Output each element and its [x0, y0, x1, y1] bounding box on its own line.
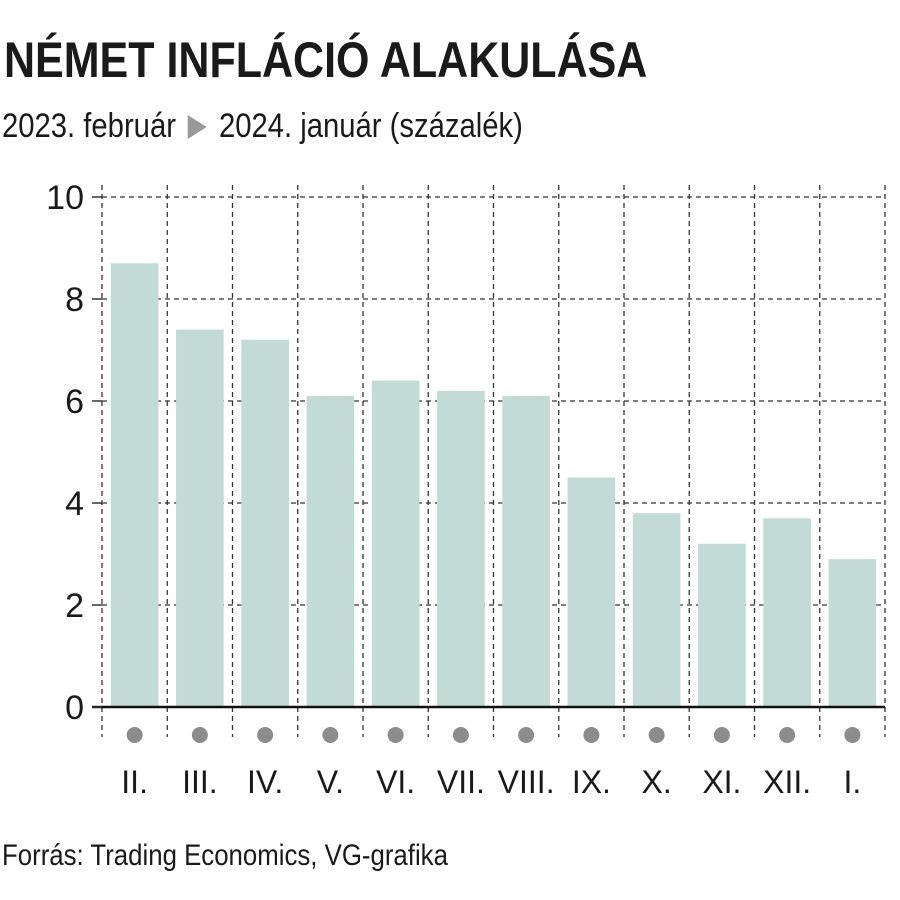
category-marker-dot [844, 727, 861, 743]
category-marker-dot [648, 727, 665, 743]
bar-9 [632, 513, 681, 707]
x-tick-label: IX. [572, 764, 611, 800]
category-marker-dot [387, 727, 404, 743]
bar-7 [502, 395, 550, 707]
y-tick-label: 6 [65, 383, 84, 421]
y-tick-label: 8 [65, 281, 84, 319]
x-tick-label: IV. [247, 764, 283, 800]
x-axis-labels: II. III. IV. V. VI. VII. VIII. IX. X. XI. XII. I. [121, 764, 861, 800]
bar-5 [371, 380, 420, 707]
bar-6 [437, 390, 485, 707]
category-marker-dot [452, 727, 469, 743]
category-marker-dot [713, 727, 730, 743]
x-tick-label: VII. [437, 764, 485, 800]
subtitle-start: 2023. február [2, 107, 176, 145]
source-note: Forrás: Trading Economics, VG-grafika [2, 839, 448, 872]
subtitle-end: 2024. január (százalék) [218, 107, 523, 145]
y-axis-ticks: 0 2 4 6 8 10 [46, 179, 102, 727]
bar-4 [306, 395, 355, 707]
category-marker-dot [583, 727, 600, 743]
bar-10 [698, 543, 746, 707]
bar-1 [110, 263, 159, 707]
category-marker-dot [518, 727, 535, 743]
y-tick-label: 2 [65, 587, 84, 625]
category-marker-dot [322, 727, 339, 743]
bar-12 [828, 559, 877, 707]
x-tick-label: VIII. [498, 764, 555, 800]
bar-3 [241, 339, 289, 707]
category-marker-dot [779, 727, 796, 743]
bar-11 [763, 518, 811, 707]
x-tick-label: X. [642, 764, 672, 800]
x-tick-label: V. [317, 764, 344, 800]
x-tick-label: XI. [702, 764, 741, 800]
y-tick-label: 4 [65, 485, 84, 523]
chart-title: NÉMET INFLÁCIÓ ALAKULÁSA [4, 32, 648, 88]
bars [110, 263, 877, 707]
bar-8 [567, 477, 616, 707]
arrow-right-icon [187, 115, 207, 139]
category-markers [126, 727, 861, 743]
y-tick-label: 10 [46, 179, 84, 217]
category-marker-dot [257, 727, 274, 743]
bar-2 [176, 329, 224, 707]
chart-subtitle: 2023. február 2024. január (százalék) [2, 104, 523, 148]
x-tick-label: II. [121, 764, 148, 800]
y-tick-label: 0 [65, 689, 84, 727]
x-tick-label: VI. [376, 764, 415, 800]
grid-lines [101, 185, 886, 737]
category-marker-dot [126, 727, 143, 743]
category-marker-dot [191, 727, 208, 743]
x-tick-label: XII. [763, 764, 811, 800]
x-tick-label: I. [843, 764, 861, 800]
x-tick-label: III. [182, 764, 218, 800]
